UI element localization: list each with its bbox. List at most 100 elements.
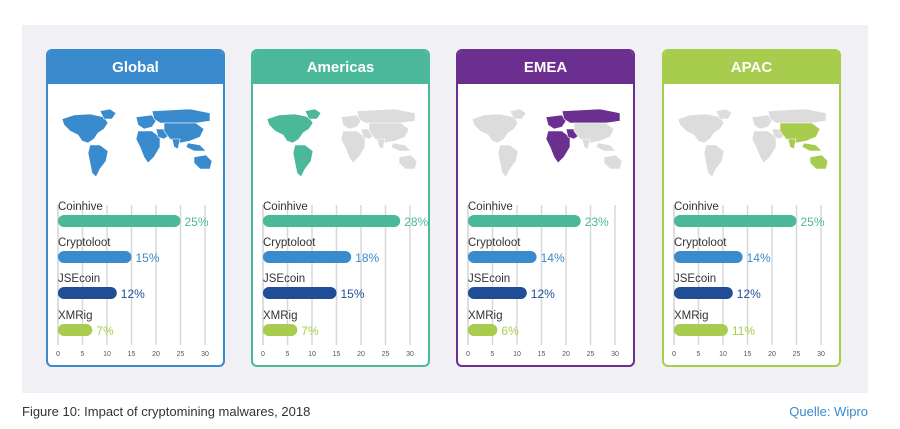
category-label: JSEcoin	[468, 273, 510, 285]
value-label: 28%	[404, 215, 428, 229]
map-region-asia	[368, 122, 410, 144]
bar-cryptoloot	[674, 251, 743, 263]
map-region-namerica	[677, 113, 725, 144]
value-label: 14%	[541, 251, 565, 265]
map-region-europe	[135, 114, 157, 130]
x-tick-label: 30	[201, 351, 209, 358]
map-region-greenland	[99, 108, 117, 120]
value-label: 18%	[355, 251, 379, 265]
map-region-greenland	[304, 108, 322, 120]
map-region-russia	[561, 108, 621, 124]
x-tick-label: 15	[744, 351, 752, 358]
chart-americas: 0 5 10 15 20 25 30 Coinhive 28% Cryptoloot 18% JSEc…	[261, 108, 428, 358]
map-region-africa	[135, 130, 161, 164]
chart-global: 0 5 10 15 20 25 30 Coinhive 25% Cryptoloot 15% JSEc…	[56, 108, 213, 358]
x-tick-label: 5	[491, 351, 495, 358]
bar-cryptoloot	[58, 251, 132, 263]
x-tick-label: 15	[333, 351, 341, 358]
x-tick-label: 15	[538, 351, 546, 358]
map-region-asia	[163, 122, 205, 144]
category-label: XMRig	[58, 310, 93, 322]
map-region-russia	[151, 108, 211, 124]
category-label: Coinhive	[674, 201, 719, 213]
panel-apac: APAC 0 5 10 15 20 25 30 Coinhive 25% Cryptoloot 14%…	[662, 49, 841, 367]
bar-cryptoloot	[468, 251, 537, 263]
map-region-namerica	[266, 113, 314, 144]
figure-caption: Figure 10: Impact of cryptomining malwar…	[22, 404, 311, 419]
x-tick-label: 20	[152, 351, 160, 358]
category-label: Cryptoloot	[674, 237, 727, 249]
value-label: 25%	[801, 215, 825, 229]
bar-coinhive	[263, 215, 401, 227]
value-label: 7%	[301, 324, 319, 338]
x-tick-label: 30	[817, 351, 825, 358]
value-label: 7%	[96, 324, 114, 338]
category-label: Cryptoloot	[468, 237, 521, 249]
map-region-asia	[573, 122, 615, 144]
x-tick-label: 0	[466, 351, 470, 358]
x-tick-label: 20	[357, 351, 365, 358]
map-region-europe	[340, 114, 362, 130]
category-label: JSEcoin	[674, 273, 716, 285]
map-region-africa	[751, 130, 777, 164]
x-tick-label: 10	[103, 351, 111, 358]
world-map-americas	[266, 108, 418, 178]
map-region-australia	[193, 154, 213, 170]
value-label: 6%	[501, 324, 519, 338]
bar-jsecoin	[263, 287, 337, 299]
panel-title-global: Global	[48, 51, 223, 84]
value-label: 12%	[121, 287, 145, 301]
bar-xmrig	[58, 324, 93, 336]
map-region-europe	[751, 114, 773, 130]
panel-title-apac: APAC	[664, 51, 839, 84]
source-link[interactable]: Quelle: Wipro	[789, 404, 868, 419]
x-tick-label: 5	[697, 351, 701, 358]
map-region-greenland	[509, 108, 527, 120]
category-label: Coinhive	[58, 201, 103, 213]
bar-xmrig	[263, 324, 298, 336]
x-tick-label: 0	[261, 351, 265, 358]
map-region-seasia	[390, 142, 412, 152]
value-label: 12%	[531, 287, 555, 301]
x-tick-label: 0	[672, 351, 676, 358]
value-label: 11%	[732, 324, 755, 338]
bar-jsecoin	[468, 287, 527, 299]
bar-coinhive	[468, 215, 581, 227]
bar-coinhive	[674, 215, 797, 227]
category-label: JSEcoin	[58, 273, 100, 285]
map-region-seasia	[595, 142, 617, 152]
category-label: XMRig	[674, 310, 709, 322]
map-region-russia	[767, 108, 827, 124]
bar-xmrig	[674, 324, 728, 336]
map-region-seasia	[185, 142, 207, 152]
bar-jsecoin	[58, 287, 117, 299]
panel-americas: Americas 0 5 10 15 20 25 30 Coinhive 28% Cryptoloo…	[251, 49, 430, 367]
x-tick-label: 10	[513, 351, 521, 358]
x-tick-label: 25	[793, 351, 801, 358]
map-region-samerica	[703, 144, 725, 178]
panel-emea: EMEA 0 5 10 15 20 25 30 Coinhive 23% Cryptoloot 14%…	[456, 49, 635, 367]
map-region-namerica	[61, 113, 109, 144]
map-region-seasia	[801, 142, 823, 152]
category-label: Coinhive	[263, 201, 308, 213]
x-tick-label: 20	[562, 351, 570, 358]
category-label: XMRig	[263, 310, 298, 322]
value-label: 12%	[737, 287, 761, 301]
x-tick-label: 10	[719, 351, 727, 358]
category-label: Cryptoloot	[263, 237, 316, 249]
map-region-namerica	[471, 113, 519, 144]
x-tick-label: 10	[308, 351, 316, 358]
value-label: 15%	[341, 287, 365, 301]
x-tick-label: 5	[81, 351, 85, 358]
panel-global: Global 0 5 10 15 20 25 30 Coinhive 25% Cryptoloot 1…	[46, 49, 225, 367]
value-label: 15%	[136, 251, 160, 265]
x-tick-label: 0	[56, 351, 60, 358]
value-label: 14%	[747, 251, 771, 265]
category-label: XMRig	[468, 310, 503, 322]
map-region-europe	[545, 114, 567, 130]
category-label: JSEcoin	[263, 273, 305, 285]
map-region-greenland	[715, 108, 733, 120]
world-map-global	[61, 108, 213, 178]
chart-apac: 0 5 10 15 20 25 30 Coinhive 25% Cryptoloot 14% JSEc…	[672, 108, 829, 358]
x-tick-label: 25	[382, 351, 390, 358]
